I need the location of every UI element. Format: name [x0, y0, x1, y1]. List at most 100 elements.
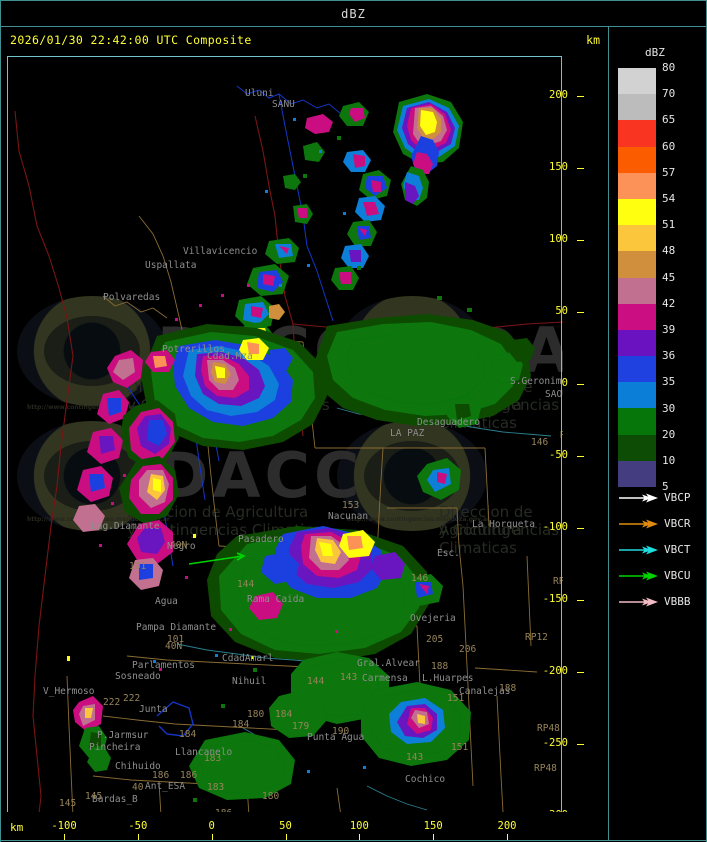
legend-row[interactable]: VBCP [618, 486, 706, 512]
place-label: Potrerillos [162, 344, 225, 355]
colorbar-level-label: 30 [662, 401, 676, 415]
legend-row[interactable]: VBCT [618, 538, 706, 564]
route-label: RP3 [560, 430, 563, 441]
place-label: Parlamentos [132, 660, 195, 671]
place-label: CdadAmarl [222, 653, 274, 664]
route-label: 222 [123, 693, 141, 704]
place-label: Villavicencio [183, 246, 258, 257]
x-axis-tick-label: -50 [128, 820, 148, 832]
place-label: Pasadero [238, 534, 284, 545]
route-label: 188 [499, 683, 517, 694]
route-label: 180 [247, 709, 265, 720]
route-label: 143 [406, 752, 424, 763]
route-label: 183 [207, 782, 225, 793]
route-label: 143 [340, 672, 358, 683]
route-label: 144 [237, 579, 255, 590]
x-axis-tick-mark [285, 834, 287, 840]
x-axis-tick-mark [64, 834, 65, 840]
route-label: 184 [275, 709, 293, 720]
y-axis-tick-label: -200 [542, 665, 568, 677]
route-label: 101 [167, 634, 185, 645]
place-label: Chihuido [115, 761, 161, 772]
colorbar-level-label: 20 [662, 427, 676, 441]
place-label: SANU [272, 99, 295, 110]
colorbar-swatch [618, 68, 656, 95]
colorbar-swatch [618, 303, 656, 330]
arrow-icon [619, 519, 658, 529]
y-axis-tick-label: 100 [549, 233, 568, 245]
route-label: 40 [132, 782, 144, 793]
route-label: 151 [447, 693, 465, 704]
place-label: Uspallata [145, 260, 197, 271]
timestamp-label: 2026/01/30 22:42:00 UTC Composite [10, 33, 252, 47]
y-axis-tick-label: 150 [549, 161, 568, 173]
colorbar-swatches [618, 68, 656, 487]
place-label: SAOU [545, 389, 563, 400]
route-label: 179 [292, 721, 310, 732]
x-axis-tick-label: 0 [208, 820, 215, 832]
colorbar-swatch [618, 146, 656, 173]
route-label: 188 [431, 661, 449, 672]
watermark-url-4: http://www.contingencias.mendoza.gov.ar [347, 516, 490, 523]
route-label: 145 [85, 791, 103, 802]
legend-row[interactable]: VBCR [618, 512, 706, 538]
y-axis-tick-mark [577, 672, 584, 673]
legend-label: VBCT [664, 543, 691, 556]
colorbar-level-label: 42 [662, 296, 676, 310]
y-axis-tick-label: 0 [561, 377, 568, 389]
arrow-icon [619, 571, 658, 581]
watermark-line1-d: Direccion de Agricultura [439, 503, 533, 539]
route-label: RP48 [534, 763, 557, 774]
frame-bottom-line [0, 840, 707, 841]
place-label: Ovejeria [410, 613, 456, 624]
place-label: Esc. [437, 548, 460, 559]
colorbar-swatch [618, 356, 656, 383]
place-label: S.Geronimo [510, 376, 563, 387]
colorbar-swatch [618, 225, 656, 252]
place-label: La Horqueta [472, 519, 535, 530]
y-axis-tick-label: -250 [542, 737, 568, 749]
legend-row[interactable]: VBCU [618, 564, 706, 590]
x-axis: km -100 -50 0 50 100 150 200 [2, 812, 608, 840]
x-axis-tick-label: 100 [349, 820, 369, 832]
frame-top-line [0, 0, 707, 1]
route-label: RP3 [553, 576, 563, 587]
frame-panel-divider [608, 27, 609, 841]
place-label: Bardas_B [92, 794, 138, 805]
colorbar-swatch [618, 408, 656, 435]
place-label: Uluni [245, 88, 274, 99]
x-axis-tick-label: 50 [279, 820, 292, 832]
watermark-lens-1 [17, 296, 167, 406]
place-label: Agua [155, 596, 178, 607]
y-axis-tick-mark [577, 600, 584, 601]
route-label: RP12 [525, 632, 548, 643]
route-label: 180 [262, 791, 280, 802]
route-label: 186 [215, 808, 232, 812]
route-label: 186 [152, 770, 170, 781]
colorbar-level-label: 48 [662, 244, 676, 258]
watermark-line1-b: Direccion de Agricultura [127, 503, 309, 521]
place-label: L.Huarpes [422, 673, 474, 684]
radar-map[interactable]: DACC DACC DACC Direccion de Agricultura … [7, 56, 563, 812]
x-axis-tick-mark [433, 834, 435, 840]
route-label: 145 [59, 798, 77, 809]
radar-panel: 2026/01/30 22:42:00 UTC Composite km DAC… [2, 28, 608, 812]
colorbar-level-label: 57 [662, 165, 676, 179]
route-label: 190 [332, 726, 350, 737]
x-axis-tick-mark [359, 834, 361, 840]
storm-vector-vbcu [188, 552, 246, 565]
place-label: Lag.Diamante [91, 521, 160, 532]
legend-row[interactable]: VBBB [618, 590, 706, 616]
legend-label: VBCR [664, 517, 691, 530]
place-label: Pampa Diamante [136, 622, 217, 633]
colorbar-title: dBZ [645, 46, 665, 59]
colorbar-level-label: 5 [662, 480, 669, 494]
storm-vector-vbcp-track [156, 701, 194, 737]
y-axis-tick-mark [577, 96, 584, 97]
place-label: Pincheira [89, 742, 141, 753]
colorbar-level-label: 36 [662, 349, 676, 363]
place-label: V_Hermoso [43, 686, 95, 697]
colorbar-level-label: 35 [662, 375, 676, 389]
geography-layer [14, 85, 563, 812]
route-label: 205 [426, 634, 444, 645]
